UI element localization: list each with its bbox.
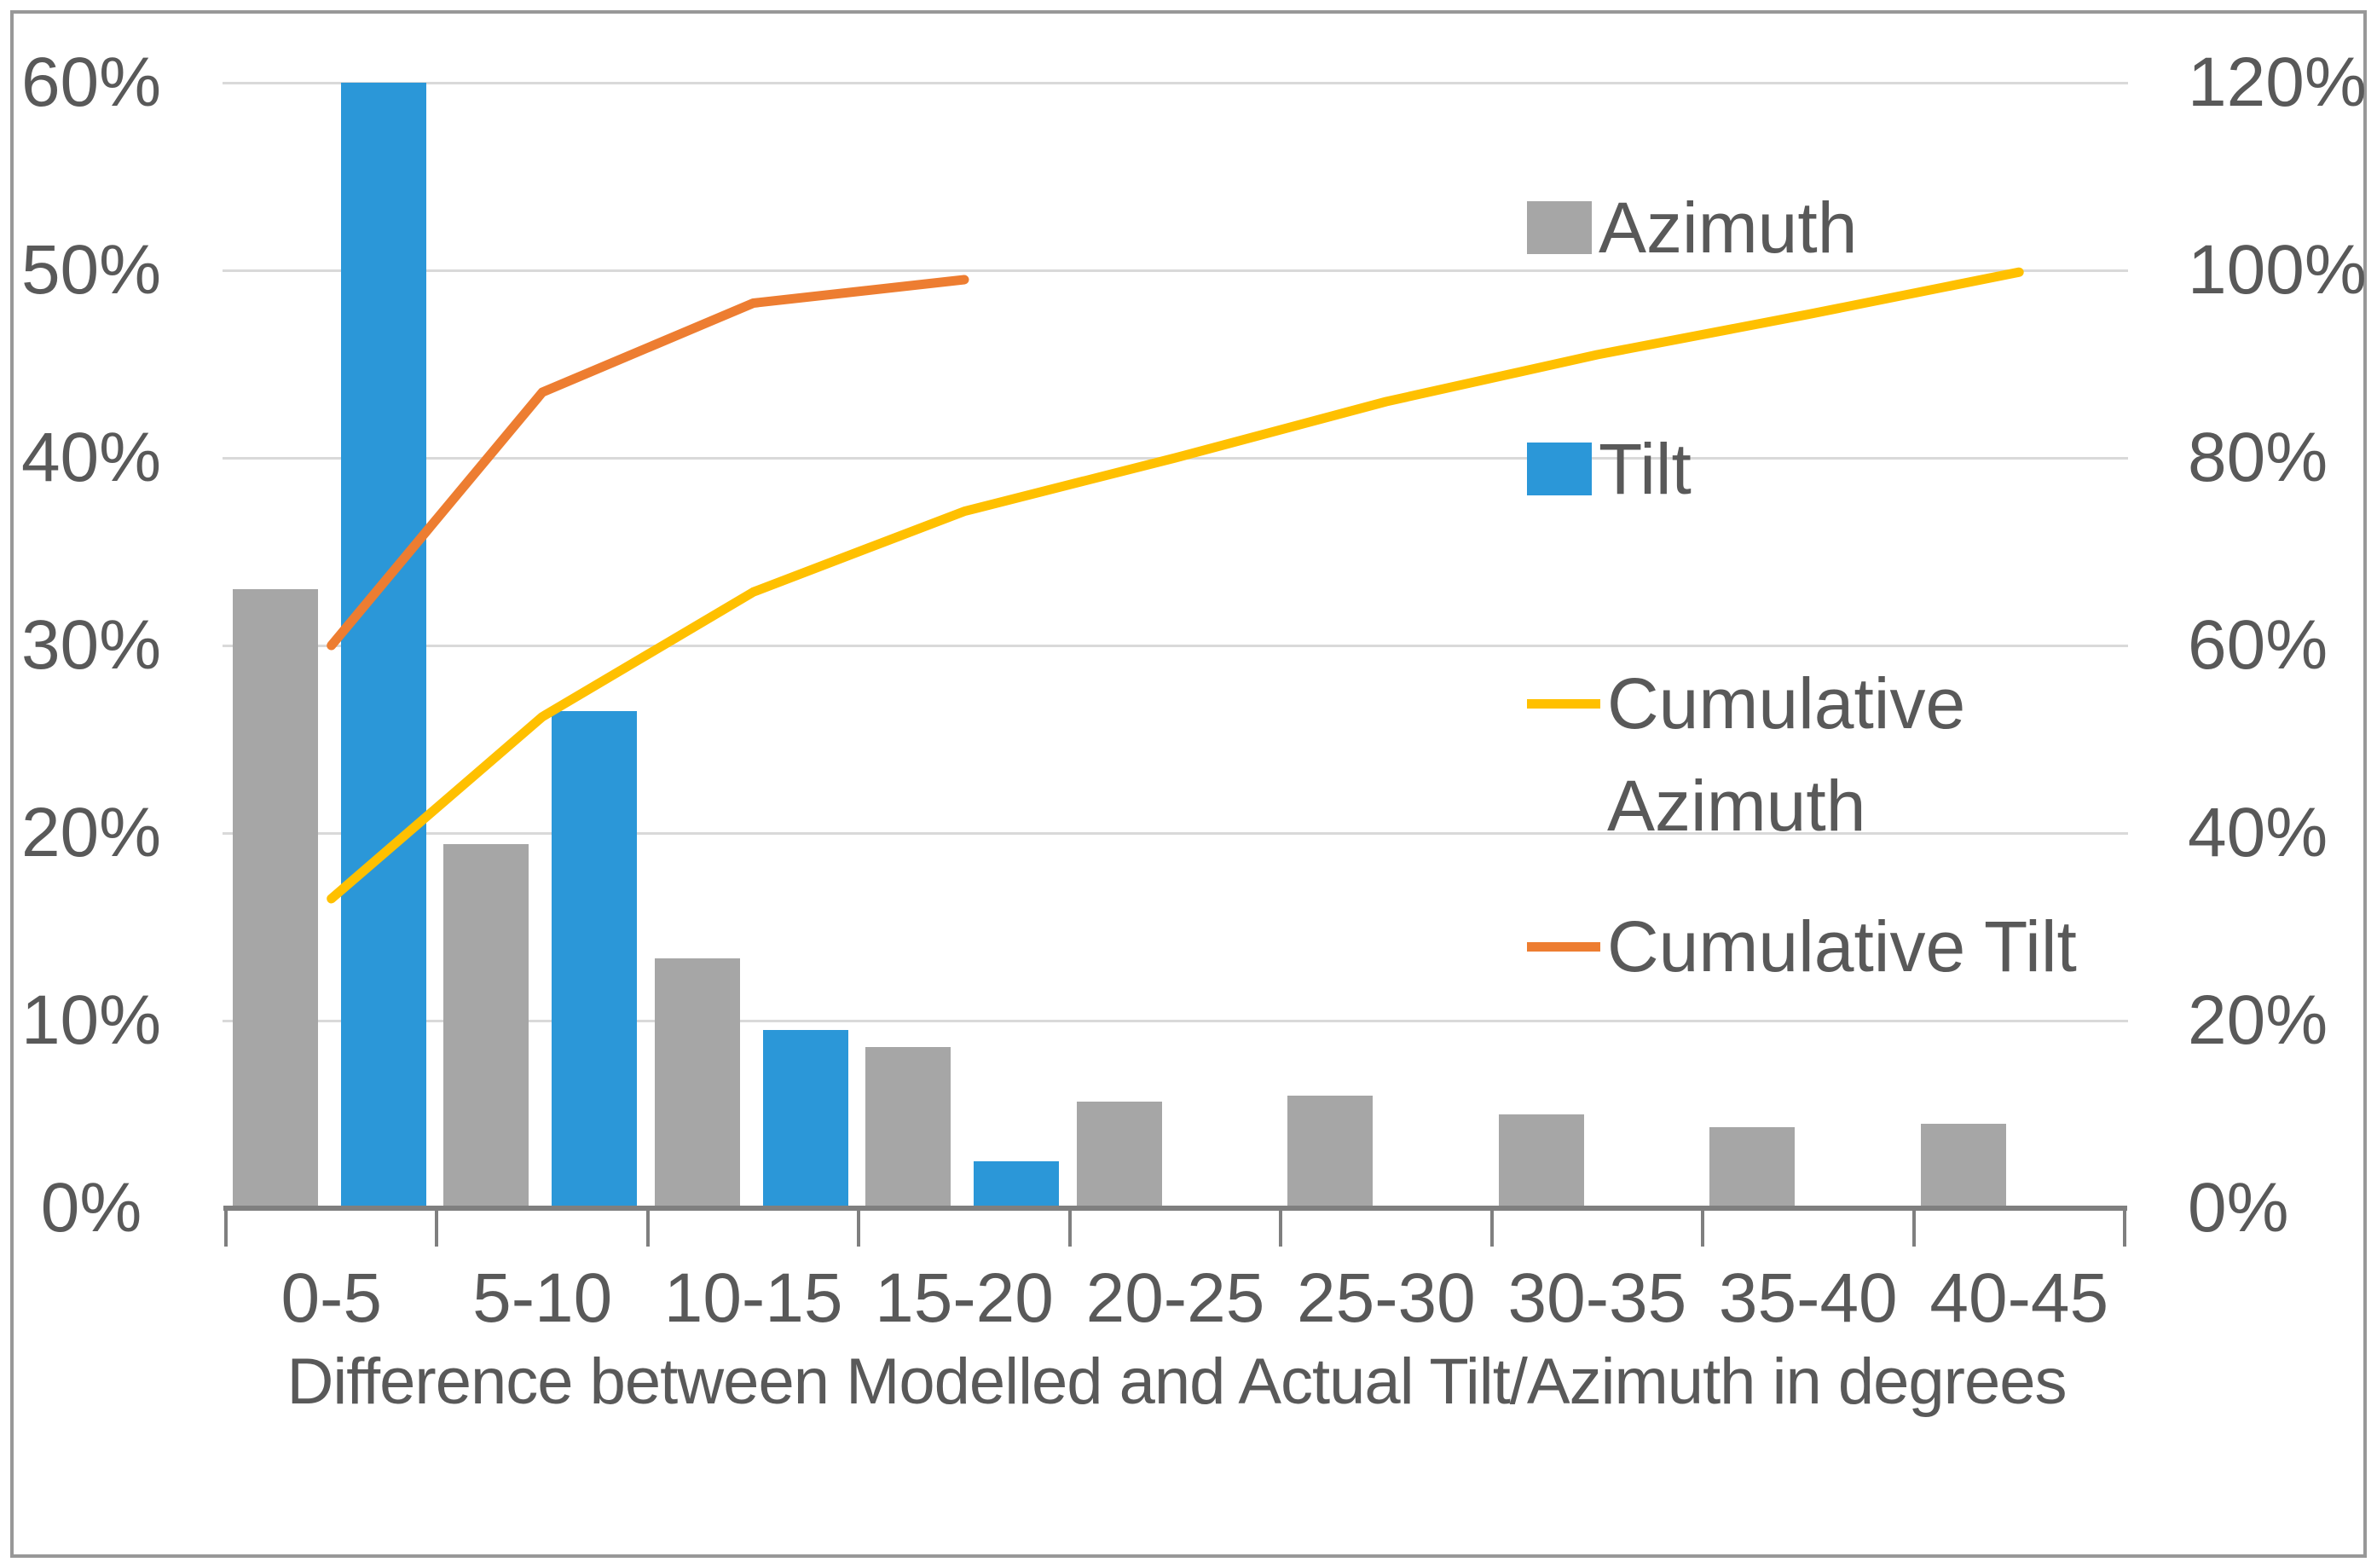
left-axis-label-40%: 40% xyxy=(20,419,162,496)
legend-label-cumulative-tilt: Cumulative Tilt xyxy=(1607,906,2077,987)
legend-item-tilt: Tilt xyxy=(1527,426,1692,512)
azimuth-bar-0-5 xyxy=(233,589,318,1208)
x-axis-label-15-20: 15-20 xyxy=(875,1259,1054,1337)
azimuth-bar-25-30 xyxy=(1287,1096,1374,1208)
x-axis-tick xyxy=(1701,1206,1705,1247)
x-axis-tick xyxy=(857,1206,861,1247)
x-axis-label-30-35: 30-35 xyxy=(1507,1259,1687,1337)
gridline-30 xyxy=(223,645,2128,647)
x-axis-label-5-10: 5-10 xyxy=(472,1259,613,1337)
azimuth-bar-30-35 xyxy=(1498,1114,1584,1208)
x-axis-line xyxy=(223,1206,2127,1211)
x-axis-tick xyxy=(224,1206,228,1247)
x-axis-tick xyxy=(645,1206,650,1247)
x-axis-label-10-15: 10-15 xyxy=(663,1259,843,1337)
x-axis-tick xyxy=(2122,1206,2126,1247)
legend-label-azimuth: Azimuth xyxy=(1599,188,1858,268)
gridline-10 xyxy=(223,1020,2128,1022)
right-axis-label-60%: 60% xyxy=(2188,606,2328,684)
tilt-bar-0-5 xyxy=(341,83,426,1208)
legend-item-azimuth: Azimuth xyxy=(1527,185,1857,270)
azimuth-legend-swatch-icon xyxy=(1527,201,1592,254)
left-axis-label-50%: 50% xyxy=(20,231,162,309)
cumulative-tilt-line xyxy=(327,275,969,651)
left-axis-label-20%: 20% xyxy=(20,794,162,871)
gridline-60 xyxy=(223,82,2128,84)
right-axis-label-80%: 80% xyxy=(2188,419,2328,496)
cumulative-azimuth-legend-line-icon xyxy=(1527,699,1600,709)
tilt-bar-10-15 xyxy=(762,1030,848,1208)
left-axis-label-10%: 10% xyxy=(20,981,162,1059)
left-axis-label-30%: 30% xyxy=(20,606,162,684)
x-axis-title: Difference between Modelled and Actual T… xyxy=(286,1345,2068,1418)
gridline-20 xyxy=(223,832,2128,835)
x-axis-label-0-5: 0-5 xyxy=(280,1259,382,1337)
right-axis-label-20%: 20% xyxy=(2188,981,2328,1059)
azimuth-bar-15-20 xyxy=(865,1046,951,1208)
tilt-bar-15-20 xyxy=(974,1161,1060,1208)
x-axis-tick xyxy=(1067,1206,1072,1247)
right-axis-label-0%: 0% xyxy=(2188,1169,2289,1247)
cumulative-tilt-legend-line-icon xyxy=(1527,941,1600,952)
x-axis-label-40-45: 40-45 xyxy=(1929,1259,2109,1337)
x-axis-label-35-40: 35-40 xyxy=(1718,1259,1898,1337)
azimuth-bar-5-10 xyxy=(443,844,529,1208)
azimuth-bar-20-25 xyxy=(1076,1101,1162,1208)
x-axis-tick xyxy=(435,1206,439,1247)
left-axis-label-60%: 60% xyxy=(20,43,162,121)
x-axis-tick xyxy=(1489,1206,1494,1247)
left-axis-label-0%: 0% xyxy=(40,1169,142,1247)
cumulative-azimuth-line xyxy=(327,267,2024,904)
x-axis-tick xyxy=(1279,1206,1283,1247)
legend-item-cumulative-azimuth: Cumulative Azimuth xyxy=(1527,652,2102,857)
right-axis-label-40%: 40% xyxy=(2188,794,2328,871)
x-axis-tick xyxy=(1911,1206,1916,1247)
gridline-50 xyxy=(223,269,2128,272)
tilt-legend-swatch-icon xyxy=(1527,443,1592,495)
tilt-bar-5-10 xyxy=(552,711,638,1208)
x-axis-label-20-25: 20-25 xyxy=(1085,1259,1265,1337)
legend-label-cumulative-azimuth: Cumulative Azimuth xyxy=(1607,663,1966,846)
azimuth-bar-10-15 xyxy=(654,958,740,1208)
legend-item-cumulative-tilt: Cumulative Tilt xyxy=(1527,895,2077,998)
legend-label-tilt: Tilt xyxy=(1599,429,1692,509)
right-axis-label-100%: 100% xyxy=(2188,231,2367,309)
azimuth-bar-40-45 xyxy=(1920,1124,2006,1208)
right-axis-label-120%: 120% xyxy=(2188,43,2367,121)
x-axis-label-25-30: 25-30 xyxy=(1297,1259,1476,1337)
azimuth-bar-35-40 xyxy=(1709,1127,1796,1208)
